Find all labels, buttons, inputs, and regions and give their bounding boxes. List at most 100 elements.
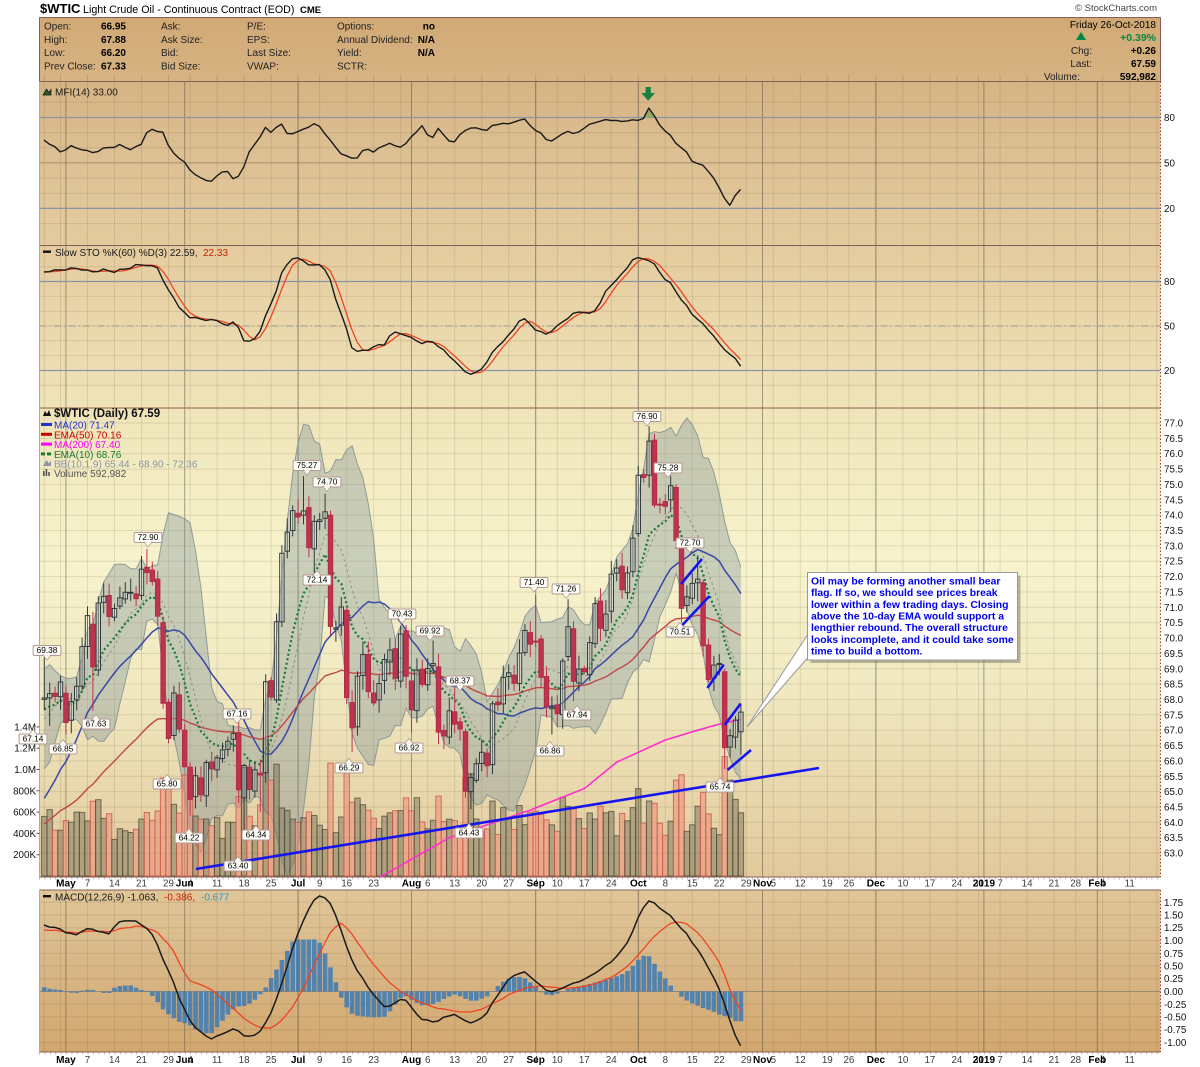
svg-text:22: 22	[714, 879, 725, 890]
svg-text:67.5: 67.5	[1164, 710, 1184, 721]
svg-text:EMA(10) 68.76: EMA(10) 68.76	[54, 450, 122, 461]
svg-text:63.0: 63.0	[1164, 849, 1184, 860]
svg-text:Open:: Open:	[44, 22, 71, 33]
svg-text:7: 7	[85, 879, 90, 890]
svg-text:69.38: 69.38	[37, 645, 58, 655]
svg-text:18: 18	[239, 1055, 250, 1066]
svg-text:19: 19	[822, 1055, 833, 1066]
svg-text:MA(200) 67.40: MA(200) 67.40	[54, 440, 121, 451]
svg-text:Dec: Dec	[867, 1055, 886, 1066]
svg-text:71.5: 71.5	[1164, 588, 1184, 599]
svg-text:64.22: 64.22	[179, 833, 200, 843]
svg-text:High:: High:	[44, 35, 67, 46]
svg-text:14: 14	[109, 1055, 120, 1066]
svg-text:66.86: 66.86	[540, 746, 561, 756]
svg-text:Volume:: Volume:	[1044, 72, 1080, 83]
svg-text:21: 21	[136, 1055, 147, 1066]
svg-text:4: 4	[533, 1055, 539, 1066]
svg-text:72.90: 72.90	[138, 532, 159, 542]
svg-text:N/A: N/A	[418, 35, 435, 46]
svg-text:above the 10-day EMA would sup: above the 10-day EMA would support a	[811, 612, 1004, 623]
svg-text:1.75: 1.75	[1164, 898, 1184, 909]
svg-text:74.70: 74.70	[317, 477, 338, 487]
svg-text:50: 50	[1164, 158, 1175, 169]
svg-text:Options:: Options:	[337, 22, 374, 33]
svg-text:May: May	[56, 1055, 76, 1066]
svg-text:Last Size:: Last Size:	[247, 48, 291, 59]
svg-text:26: 26	[843, 1055, 854, 1066]
svg-text:69.0: 69.0	[1164, 664, 1184, 675]
svg-text:28: 28	[1070, 879, 1081, 890]
svg-text:20: 20	[1164, 204, 1175, 215]
svg-text:10: 10	[897, 1055, 908, 1066]
svg-text:200K: 200K	[13, 850, 36, 861]
svg-text:77.0: 77.0	[1164, 419, 1184, 430]
svg-text:flag. If so, we should see pri: flag. If so, we should see prices break	[811, 588, 998, 599]
svg-text:71.40: 71.40	[524, 577, 545, 587]
svg-text:4: 4	[1100, 879, 1106, 890]
svg-text:80: 80	[1164, 113, 1175, 124]
svg-text:71.26: 71.26	[556, 584, 577, 594]
svg-text:6: 6	[425, 879, 431, 890]
svg-text:time to build a bottom.: time to build a bottom.	[811, 646, 923, 657]
svg-text:Jun: Jun	[176, 1055, 194, 1066]
svg-text:69.5: 69.5	[1164, 649, 1184, 660]
svg-text:14: 14	[1022, 879, 1033, 890]
svg-text:75.28: 75.28	[658, 463, 679, 473]
svg-text:21: 21	[1049, 1055, 1060, 1066]
svg-text:Jul: Jul	[291, 1055, 306, 1066]
svg-text:Sep: Sep	[527, 879, 545, 890]
svg-text:20: 20	[1164, 366, 1175, 377]
svg-text:13: 13	[449, 879, 460, 890]
svg-text:65.5: 65.5	[1164, 772, 1184, 783]
svg-text:67.33: 67.33	[101, 61, 126, 72]
svg-text:7: 7	[85, 1055, 90, 1066]
svg-text:64.5: 64.5	[1164, 803, 1184, 814]
svg-text:CME: CME	[300, 5, 321, 16]
svg-text:1.0M: 1.0M	[14, 765, 36, 776]
svg-text:9: 9	[317, 879, 322, 890]
svg-text:29: 29	[163, 1055, 174, 1066]
svg-text:MA(20) 71.47: MA(20) 71.47	[54, 421, 115, 432]
svg-text:11: 11	[1125, 879, 1135, 890]
svg-text:Feb: Feb	[1088, 1055, 1106, 1066]
svg-text:8: 8	[663, 1055, 669, 1066]
svg-text:looks incomplete, and it could: looks incomplete, and it could take some	[811, 635, 1014, 646]
svg-text:14: 14	[109, 879, 120, 890]
svg-text:Last:: Last:	[1070, 59, 1092, 70]
svg-text:lengthier rebound. The overall: lengthier rebound. The overall structure	[811, 623, 1008, 634]
svg-text:Sep: Sep	[527, 1055, 545, 1066]
svg-text:Chg:: Chg:	[1071, 46, 1092, 57]
svg-text:5: 5	[771, 879, 777, 890]
svg-text:27: 27	[503, 1055, 514, 1066]
svg-text:80: 80	[1164, 277, 1175, 288]
svg-text:Jul: Jul	[291, 879, 306, 890]
svg-text:Aug: Aug	[402, 1055, 421, 1066]
svg-text:+0.26: +0.26	[1131, 46, 1157, 57]
svg-text:800K: 800K	[13, 786, 36, 797]
svg-text:EMA(50) 70.16: EMA(50) 70.16	[54, 430, 122, 441]
svg-text:70.0: 70.0	[1164, 634, 1184, 645]
svg-text:N/A: N/A	[418, 48, 435, 59]
svg-text:31: 31	[973, 1055, 984, 1066]
svg-text:15: 15	[687, 879, 698, 890]
svg-text:67.0: 67.0	[1164, 726, 1184, 737]
svg-text:Bid:: Bid:	[161, 48, 178, 59]
svg-text:7: 7	[997, 1055, 1002, 1066]
svg-text:4: 4	[533, 879, 539, 890]
svg-text:73.5: 73.5	[1164, 526, 1184, 537]
svg-text:-1.00: -1.00	[1164, 1038, 1187, 1049]
svg-text:24: 24	[951, 879, 962, 890]
svg-text:28: 28	[1070, 1055, 1081, 1066]
svg-text:lower within a few trading day: lower within a few trading days. Closing	[811, 600, 1008, 611]
svg-text:18: 18	[239, 879, 250, 890]
svg-text:68.5: 68.5	[1164, 680, 1184, 691]
svg-text:Oil may be forming another sma: Oil may be forming another small bear	[811, 577, 1000, 588]
svg-text:6: 6	[425, 1055, 431, 1066]
svg-text:12: 12	[795, 879, 806, 890]
svg-text:67.14: 67.14	[23, 734, 44, 744]
svg-text:Jun: Jun	[176, 879, 194, 890]
svg-text:29: 29	[163, 879, 174, 890]
svg-text:4: 4	[187, 1055, 193, 1066]
svg-text:76.5: 76.5	[1164, 434, 1184, 445]
